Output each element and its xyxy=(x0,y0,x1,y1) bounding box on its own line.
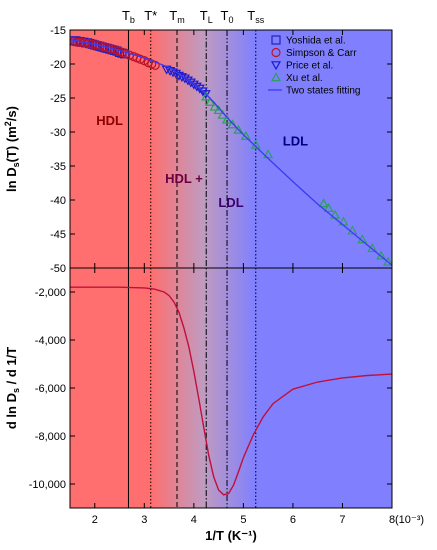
data-point xyxy=(233,124,244,134)
temperature-marker-lines xyxy=(127,30,257,508)
marker-label-sub: ss xyxy=(255,15,265,25)
marker-label-main: T xyxy=(122,8,130,23)
legend-item-0: Yoshida et al. xyxy=(271,35,346,47)
data-point xyxy=(318,198,329,208)
top-y-tick-label: -25 xyxy=(50,93,66,105)
bottom-plot-background xyxy=(70,268,392,508)
top-y-axis-title: ln Ds(T) (m2/s) xyxy=(3,106,21,192)
top-y-tick-label: -45 xyxy=(50,229,66,241)
x-axis-scale-label: (10⁻³) xyxy=(395,514,424,526)
bottom-panel-series xyxy=(70,286,392,496)
marker-label-sub: L xyxy=(208,15,213,25)
axis-title-part: / d 1/T xyxy=(4,347,19,388)
marker-label-0: Tb xyxy=(122,8,135,25)
top-plot-background xyxy=(70,30,392,268)
x-tick-label: 6 xyxy=(290,514,296,526)
region-label-2: LDL xyxy=(218,195,243,210)
bottom-y-tick-label: -6,000 xyxy=(35,383,66,395)
axis-title-part: /s) xyxy=(4,106,19,121)
marker-label-main: T xyxy=(200,8,208,23)
marker-label-main: T xyxy=(169,8,177,23)
marker-label-4: T0 xyxy=(221,8,234,25)
data-point xyxy=(135,54,145,64)
axes: 2 3 4 5 6 7 8 -15 -20 -25 -30 -35 -40 -45 -50 -2,000 -4,… xyxy=(3,25,395,526)
x-tick-label: 5 xyxy=(240,514,246,526)
marker-label-3: TL xyxy=(200,8,213,25)
axis-title-part: (T) (m xyxy=(4,126,19,162)
region-label-1: HDL + xyxy=(165,171,203,186)
marker-label-main: T xyxy=(247,8,255,23)
x-tick-label: 8 xyxy=(389,514,395,526)
legend: Yoshida et al.Simpson & Carr Price et al.… xyxy=(268,35,360,97)
marker-label-sub: b xyxy=(130,15,135,25)
bottom-y-tick-label: -10,000 xyxy=(29,479,66,491)
legend-label: Simpson & Carr xyxy=(286,48,357,59)
top-y-tick-label: -40 xyxy=(50,195,66,207)
axis-title-part: ln D xyxy=(4,167,19,192)
marker-label-sub: m xyxy=(177,15,185,25)
derivative-line-0 xyxy=(70,286,392,496)
marker-label-main: T xyxy=(221,8,229,23)
marker-label-2: Tm xyxy=(169,8,184,25)
top-panel-series xyxy=(70,36,392,266)
legend-label: Xu et al. xyxy=(286,73,323,84)
marker-label-1: T* xyxy=(144,8,157,23)
top-y-tick-label: -50 xyxy=(50,263,66,275)
data-point xyxy=(150,60,160,70)
temperature-marker-labels: Tb T* Tm TL T0 Tss xyxy=(122,8,265,25)
data-point xyxy=(323,202,334,212)
top-y-tick-label: -15 xyxy=(50,25,66,37)
legend-marker-icon xyxy=(270,61,282,71)
legend-label: Yoshida et al. xyxy=(286,36,346,47)
top-y-tick-label: -20 xyxy=(50,59,66,71)
data-point xyxy=(197,87,208,97)
legend-marker-icon xyxy=(270,72,282,82)
bottom-y-axis-title: d ln Ds / d 1/T xyxy=(4,347,21,429)
legend-marker-icon xyxy=(271,47,281,58)
legend-item-4: Two states fitting xyxy=(268,86,360,97)
legend-item-3: Xu et al. xyxy=(270,72,323,84)
axis-title-part: d ln D xyxy=(4,393,19,429)
axis-title-part: s xyxy=(11,162,21,167)
x-tick-label: 4 xyxy=(191,514,197,526)
x-tick-label: 3 xyxy=(141,514,147,526)
x-tick-label: 7 xyxy=(339,514,345,526)
legend-item-2: Price et al. xyxy=(270,61,333,72)
series-4 xyxy=(70,38,392,266)
fit-line xyxy=(70,38,392,266)
top-y-tick-label: -35 xyxy=(50,161,66,173)
bottom-y-tick-label: -2,000 xyxy=(35,287,66,299)
legend-marker-icon xyxy=(271,35,281,45)
region-label-3: LDL xyxy=(283,134,308,149)
marker-label-sub: 0 xyxy=(229,15,234,25)
marker-label-main: T* xyxy=(144,8,157,23)
data-point xyxy=(205,96,216,106)
data-point xyxy=(114,47,125,58)
marker-label-5: Tss xyxy=(247,8,264,25)
x-axis-title: 1/T (K⁻¹) xyxy=(205,528,257,543)
data-point xyxy=(227,119,238,129)
legend-label: Price et al. xyxy=(286,61,333,72)
x-tick-label: 2 xyxy=(92,514,98,526)
data-point xyxy=(383,256,392,266)
data-point xyxy=(191,82,202,92)
legend-item-1: Simpson & Carr xyxy=(271,47,357,59)
region-labels: HDL HDL + LDL LDL xyxy=(96,113,308,210)
axis-title-part: s xyxy=(11,388,21,393)
bottom-y-tick-label: -4,000 xyxy=(35,335,66,347)
legend-label: Two states fitting xyxy=(286,86,360,97)
data-point xyxy=(194,84,205,94)
axis-title-part: 2 xyxy=(3,121,13,126)
bottom-y-tick-label: -8,000 xyxy=(35,431,66,443)
region-label-0: HDL xyxy=(96,113,123,128)
top-y-tick-label: -30 xyxy=(50,127,66,139)
